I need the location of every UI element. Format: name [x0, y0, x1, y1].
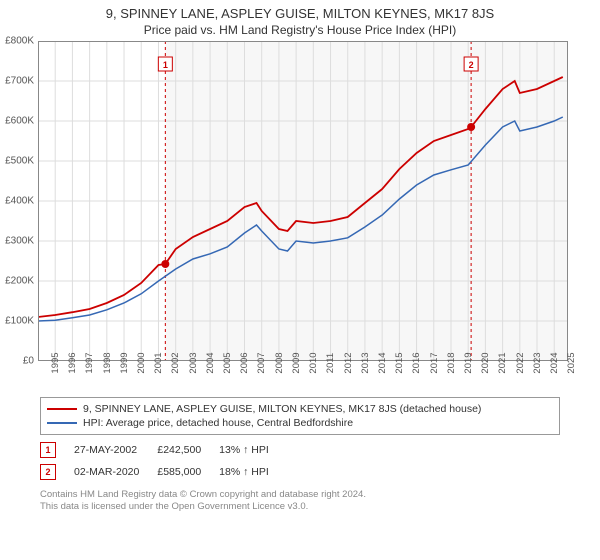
- legend-label: HPI: Average price, detached house, Cent…: [83, 417, 353, 429]
- transaction-point: [467, 123, 475, 131]
- table-row: 2 02-MAR-2020 £585,000 18% ↑ HPI: [40, 461, 287, 483]
- legend-swatch: [47, 422, 77, 424]
- legend-label: 9, SPINNEY LANE, ASPLEY GUISE, MILTON KE…: [83, 403, 481, 415]
- table-row: 1 27-MAY-2002 £242,500 13% ↑ HPI: [40, 439, 287, 461]
- ytick-label: £100K: [5, 316, 34, 327]
- transaction-date: 02-MAR-2020: [74, 461, 157, 483]
- page-title: 9, SPINNEY LANE, ASPLEY GUISE, MILTON KE…: [0, 0, 600, 21]
- ytick-label: £400K: [5, 196, 34, 207]
- footnote-line2: This data is licensed under the Open Gov…: [40, 501, 560, 513]
- xtick-label: 2025: [554, 352, 577, 373]
- transaction-marker-icon: 1: [40, 442, 56, 458]
- chart-container: 9, SPINNEY LANE, ASPLEY GUISE, MILTON KE…: [0, 0, 600, 560]
- legend-swatch: [47, 408, 77, 410]
- chart-area: 12 £0£100K£200K£300K£400K£500K£600K£700K…: [38, 41, 598, 391]
- ytick-label: £700K: [5, 76, 34, 87]
- footnote-line1: Contains HM Land Registry data © Crown c…: [40, 489, 560, 501]
- ytick-label: £800K: [5, 36, 34, 47]
- legend: 9, SPINNEY LANE, ASPLEY GUISE, MILTON KE…: [40, 397, 560, 435]
- transaction-price: £242,500: [157, 439, 219, 461]
- ytick-label: £500K: [5, 156, 34, 167]
- transaction-point: [161, 260, 169, 268]
- transaction-price: £585,000: [157, 461, 219, 483]
- ytick-label: £200K: [5, 276, 34, 287]
- transactions-table: 1 27-MAY-2002 £242,500 13% ↑ HPI 2 02-MA…: [40, 439, 560, 483]
- ytick-label: £300K: [5, 236, 34, 247]
- page-subtitle: Price paid vs. HM Land Registry's House …: [0, 21, 600, 41]
- legend-row: 9, SPINNEY LANE, ASPLEY GUISE, MILTON KE…: [47, 402, 553, 416]
- transaction-delta: 13% ↑ HPI: [219, 439, 287, 461]
- chart-svg: 12: [38, 41, 568, 361]
- ytick-label: £0: [23, 356, 34, 367]
- transaction-marker-icon: 2: [40, 464, 56, 480]
- transaction-marker-label: 2: [469, 60, 474, 70]
- transaction-delta: 18% ↑ HPI: [219, 461, 287, 483]
- footnote: Contains HM Land Registry data © Crown c…: [40, 489, 560, 514]
- transaction-marker-label: 1: [163, 60, 168, 70]
- legend-row: HPI: Average price, detached house, Cent…: [47, 416, 553, 430]
- ytick-label: £600K: [5, 116, 34, 127]
- transaction-date: 27-MAY-2002: [74, 439, 157, 461]
